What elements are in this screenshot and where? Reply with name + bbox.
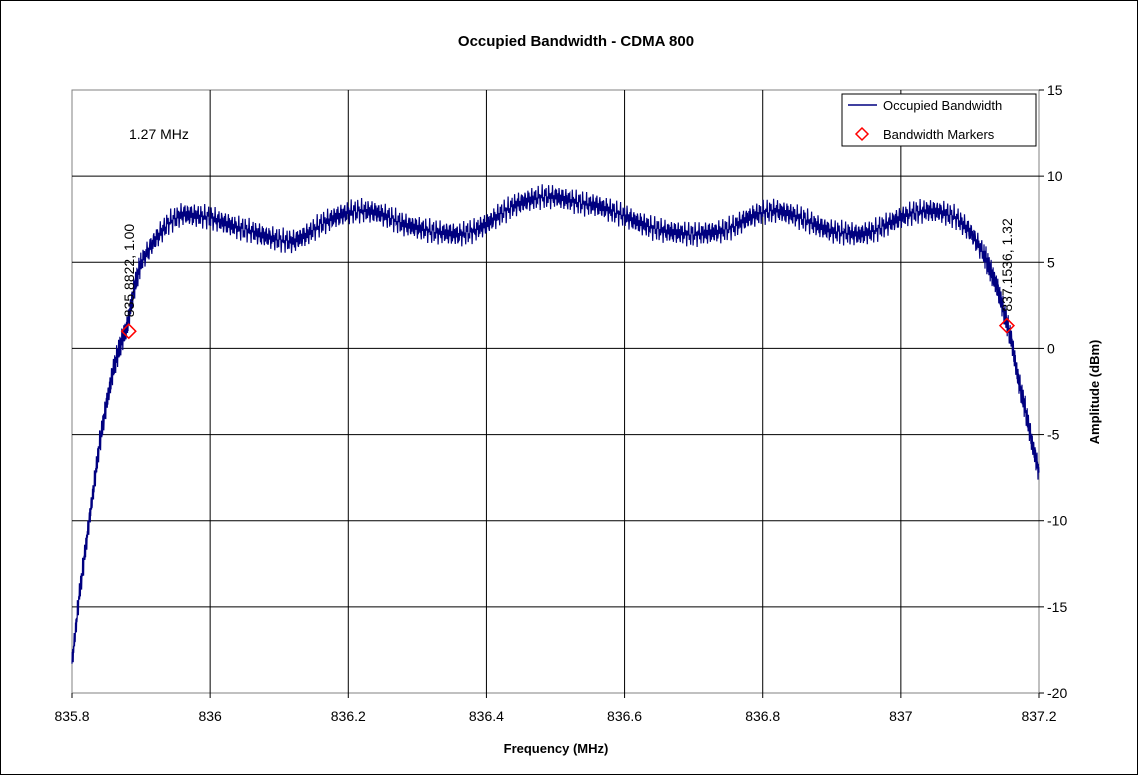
x-tick-label: 837 [889,708,913,724]
plot-area [71,89,1040,694]
y-tick-label: -5 [1047,427,1060,443]
occupied-bandwidth-trace [71,184,1040,664]
chart-title: Occupied Bandwidth - CDMA 800 [458,33,694,50]
y-tick-label: 15 [1047,82,1063,98]
y-tick-label: 10 [1047,168,1063,184]
bandwidth-annotation: 1.27 MHz [129,126,189,142]
legend-series-1: Occupied Bandwidth [883,98,1002,113]
x-tick-label: 836.8 [745,708,780,724]
y-axis-label: Amplitude (dBm) [1087,340,1102,445]
y-tick-label: -15 [1047,599,1067,615]
legend-box [841,93,1037,147]
bandwidth-marker [120,323,137,340]
x-tick-label: 836.4 [469,708,504,724]
x-tick-label: 836.6 [607,708,642,724]
grid [72,90,1039,693]
x-tick-label: 836.2 [331,708,366,724]
bandwidth-marker [998,317,1016,334]
x-tick-label: 836 [198,708,222,724]
legend: Occupied Bandwidth Bandwidth Markers [841,93,1037,147]
x-axis-label: Frequency (MHz) [504,741,609,756]
legend-marker-swatch [854,126,870,142]
x-tick-label: 837.2 [1021,708,1056,724]
bandwidth-marker-label: 835.8822, 1.00 [121,224,137,318]
x-tick-label: 835.8 [54,708,89,724]
legend-series-2: Bandwidth Markers [883,127,995,142]
y-tick-label: -10 [1047,513,1067,529]
y-tick-label: -20 [1047,685,1067,701]
y-tick-label: 5 [1047,254,1055,270]
bandwidth-marker-label: 837.1536, 1.32 [999,218,1015,312]
data-layer: 835.8822, 1.00 837.1536, 1.32 [71,184,1040,664]
y-tick-label: 0 [1047,340,1055,356]
axes: 835.8 836 836.2 836.4 836.6 836.8 837 837.2 15 10… [54,82,1067,724]
